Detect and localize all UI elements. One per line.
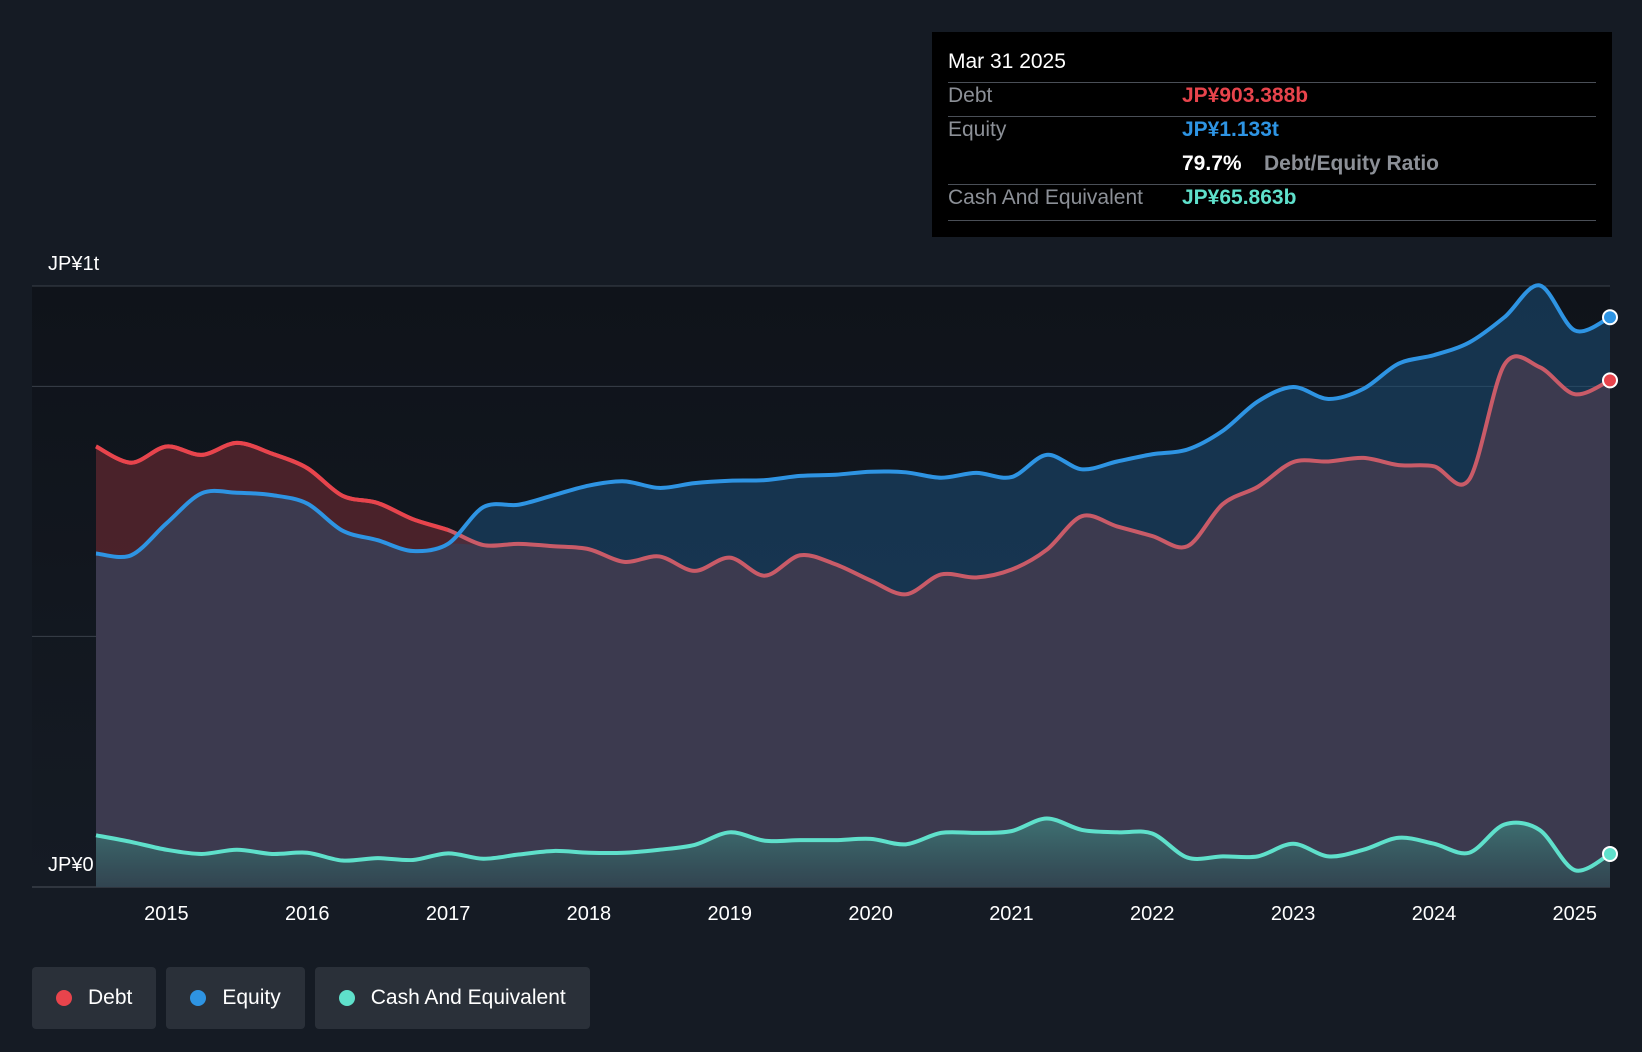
legend-label-cash: Cash And Equivalent <box>370 986 566 1009</box>
cash-and-equivalent-end-marker <box>1602 845 1618 862</box>
legend-item-equity[interactable]: Equity <box>166 967 305 1029</box>
x-tick-label: 2019 <box>708 903 753 925</box>
x-tick-label: 2023 <box>1271 903 1316 925</box>
legend-item-cash[interactable]: Cash And Equivalent <box>314 967 590 1029</box>
legend-item-debt[interactable]: Debt <box>32 967 157 1029</box>
x-tick-label: 2015 <box>144 903 189 925</box>
x-tick-label: 2020 <box>848 903 893 925</box>
tooltip-divider <box>948 82 1596 83</box>
x-tick-label: 2022 <box>1130 903 1175 925</box>
tooltip-equity-value: JP¥1.133t <box>1182 118 1279 141</box>
tooltip-cash-label: Cash And Equivalent <box>948 186 1143 209</box>
x-tick-label: 2024 <box>1412 903 1457 925</box>
tooltip-debt-value: JP¥903.388b <box>1182 84 1309 107</box>
cash-area <box>96 818 1610 887</box>
x-tick-label: 2025 <box>1553 903 1598 925</box>
equity-end-marker <box>1602 309 1618 326</box>
tooltip-ratio-label: Debt/Equity Ratio <box>1264 152 1440 175</box>
tooltip-cash-value: JP¥65.863b <box>1182 186 1297 209</box>
tooltip-divider <box>948 220 1596 221</box>
tooltip-divider <box>948 116 1596 117</box>
debt-end-marker <box>1602 372 1618 389</box>
y-label-top: JP¥1t <box>48 253 100 275</box>
overlap-area <box>96 356 1610 887</box>
tooltip-debt-label: Debt <box>948 84 993 107</box>
cash-dot-icon <box>338 990 355 1006</box>
tooltip-date: Mar 31 2025 <box>948 50 1066 73</box>
cash-line <box>95 816 1612 873</box>
tooltip-divider <box>948 184 1596 185</box>
y-label-zero: JP¥0 <box>48 854 94 876</box>
x-tick-label: 2017 <box>426 903 471 925</box>
tooltip-ratio-value: 79.7% <box>1182 152 1242 175</box>
x-tick-label: 2018 <box>567 903 612 925</box>
equity-dot-icon <box>190 990 207 1006</box>
x-tick-label: 2016 <box>285 903 330 925</box>
debt-dot-icon <box>56 990 72 1006</box>
tooltip-equity-label: Equity <box>948 118 1007 141</box>
equity-line <box>95 283 1611 560</box>
debt-line-highlight <box>95 440 449 532</box>
legend-label-debt: Debt <box>88 986 133 1009</box>
tooltip-panel: Mar 31 2025 Debt JP¥903.388b Equity JP¥1… <box>932 32 1612 237</box>
x-tick-label: 2021 <box>989 903 1034 925</box>
legend-label-equity: Equity <box>222 986 281 1009</box>
legend: Debt Equity Cash And Equivalent <box>32 967 590 1029</box>
